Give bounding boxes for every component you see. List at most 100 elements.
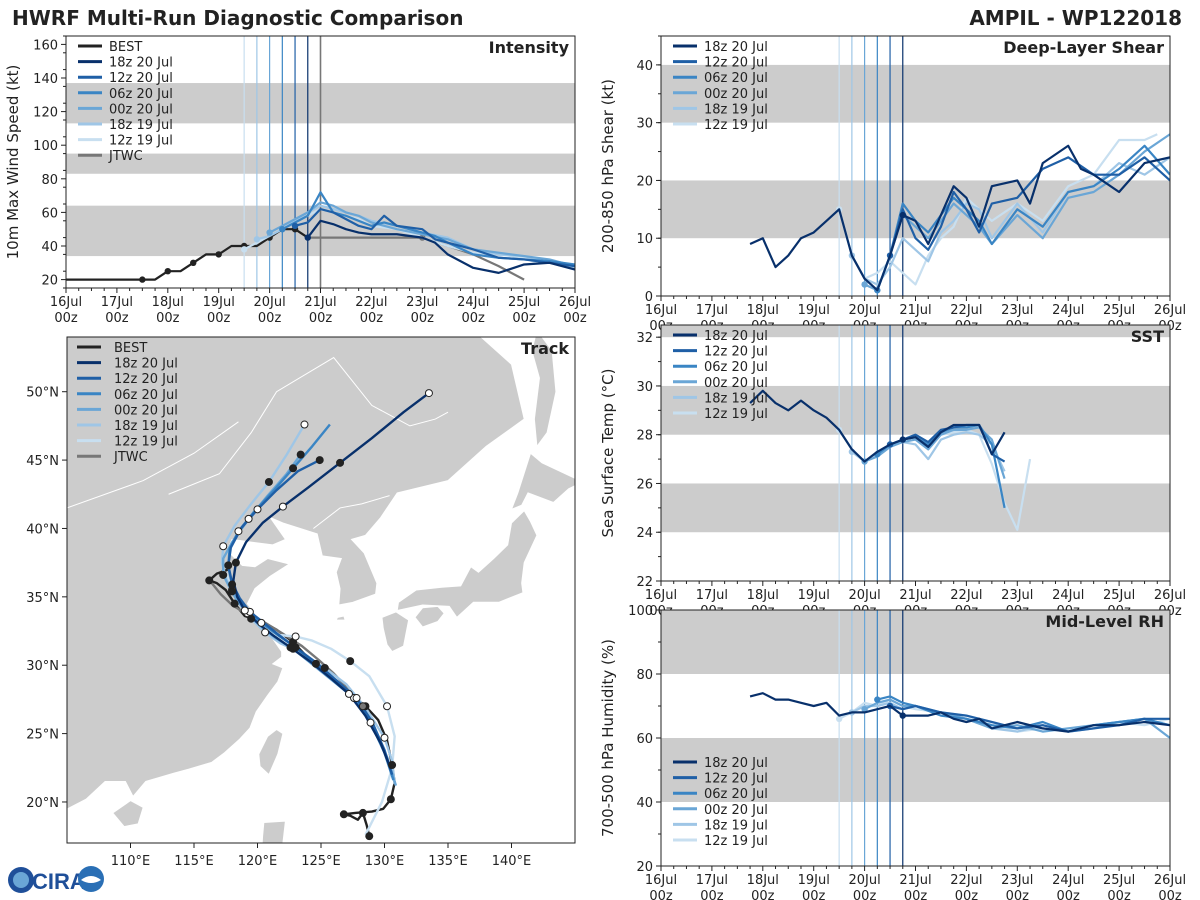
track-point bbox=[336, 458, 345, 467]
track-point bbox=[240, 606, 249, 615]
country-border bbox=[168, 356, 449, 495]
x-tick-label-day: 25Jul bbox=[1103, 588, 1135, 603]
land-kyushu bbox=[381, 611, 410, 653]
series-point bbox=[253, 236, 261, 243]
series-group bbox=[749, 389, 1032, 531]
y-tick-label: 30°N bbox=[26, 659, 59, 674]
legend-label: 00z 20 Jul bbox=[704, 376, 768, 391]
x-tick-label-day: 22Jul bbox=[950, 873, 982, 888]
storm-id: AMPIL - WP122018 bbox=[969, 6, 1182, 30]
y-tick-label: 10 bbox=[636, 232, 653, 247]
legend-label: 18z 19 Jul bbox=[704, 391, 768, 406]
series-line-18z-20-Jul bbox=[749, 389, 1006, 463]
x-tick-label-day: 22Jul bbox=[950, 588, 982, 603]
legend-label: 12z 19 Jul bbox=[704, 834, 768, 849]
track-point bbox=[424, 389, 433, 398]
x-tick-label: 140°E bbox=[492, 854, 532, 869]
x-tick-label-day: 22Jul bbox=[950, 303, 982, 318]
track-lines bbox=[205, 389, 433, 841]
x-tick-label-day: 17Jul bbox=[696, 873, 728, 888]
x-tick-label-day: 25Jul bbox=[508, 295, 540, 310]
y-tick-label: 80 bbox=[636, 668, 653, 683]
land-group bbox=[67, 337, 575, 843]
x-tick-label: 115°E bbox=[174, 854, 214, 869]
land-luzon bbox=[261, 820, 287, 843]
series-point bbox=[164, 268, 171, 275]
x-tick-label-day: 18Jul bbox=[152, 295, 184, 310]
series-line-12z-20-Jul bbox=[888, 156, 1170, 256]
series-point bbox=[861, 281, 868, 288]
track-point bbox=[386, 795, 395, 804]
x-tick-label-day: 26Jul bbox=[1154, 303, 1186, 318]
track-point bbox=[311, 659, 320, 668]
x-tick-label-day: 22Jul bbox=[355, 295, 387, 310]
track-point bbox=[219, 570, 228, 579]
x-tick-label: 130°E bbox=[365, 854, 405, 869]
x-tick-label-hour: 00z bbox=[207, 311, 231, 326]
legend-label: 06z 20 Jul bbox=[114, 388, 178, 403]
track-point bbox=[358, 808, 367, 817]
x-tick-label-hour: 00z bbox=[1006, 889, 1030, 900]
y-tick-label: 140 bbox=[33, 72, 58, 87]
x-tick-label-day: 17Jul bbox=[101, 295, 133, 310]
y-axis-label: Sea Surface Temp (°C) bbox=[599, 368, 617, 537]
cira-logo: CIRA bbox=[6, 862, 106, 896]
x-tick-label: 125°E bbox=[301, 854, 341, 869]
x-tick-label-hour: 00z bbox=[1057, 889, 1081, 900]
y-tick-label: 26 bbox=[636, 477, 653, 492]
track-point bbox=[300, 420, 309, 429]
x-tick-label-day: 16Jul bbox=[645, 873, 677, 888]
track-point bbox=[366, 718, 375, 727]
x-tick-label-hour: 00z bbox=[258, 311, 282, 326]
threshold-band bbox=[661, 325, 1170, 338]
x-tick-label-hour: 00z bbox=[462, 311, 486, 326]
series-point bbox=[215, 251, 222, 258]
threshold-band bbox=[661, 483, 1170, 533]
x-tick-label-day: 20Jul bbox=[848, 588, 880, 603]
track-point bbox=[346, 657, 355, 666]
track-line-18z-20-Jul bbox=[232, 392, 430, 770]
legend-label: 12z 20 Jul bbox=[114, 372, 178, 387]
y-tick-label: 20 bbox=[636, 174, 653, 189]
x-tick-label-hour: 00z bbox=[853, 889, 877, 900]
x-tick-label-day: 21Jul bbox=[899, 588, 931, 603]
track-point bbox=[253, 505, 262, 514]
y-tick-label: 24 bbox=[636, 526, 653, 541]
series-point bbox=[874, 696, 881, 703]
y-tick-label: 100 bbox=[33, 139, 58, 154]
land-hainan bbox=[111, 800, 144, 828]
series-point bbox=[279, 226, 286, 233]
legend-label: 00z 20 Jul bbox=[114, 403, 178, 418]
y-tick-label: 30 bbox=[636, 117, 653, 132]
x-tick-label-day: 23Jul bbox=[406, 295, 438, 310]
y-tick-label: 40 bbox=[41, 240, 58, 255]
x-tick-label-day: 18Jul bbox=[747, 873, 779, 888]
track-point bbox=[339, 810, 348, 819]
x-tick-label-hour: 00z bbox=[904, 889, 928, 900]
x-tick-label-hour: 00z bbox=[563, 311, 587, 326]
track-point bbox=[257, 618, 266, 627]
track-point bbox=[380, 733, 389, 742]
series-point bbox=[139, 276, 146, 283]
legend-label: 18z 20 Jul bbox=[114, 357, 178, 372]
x-tick-label-day: 19Jul bbox=[798, 588, 830, 603]
x-tick-label-day: 24Jul bbox=[457, 295, 489, 310]
track-point bbox=[388, 761, 397, 770]
track-point bbox=[358, 702, 367, 711]
series-line-12z-20-Jul bbox=[889, 704, 1170, 733]
x-tick-label-day: 19Jul bbox=[203, 295, 235, 310]
legend-label: 18z 19 Jul bbox=[114, 419, 178, 434]
y-tick-label: 35°N bbox=[26, 591, 59, 606]
panel-title: SST bbox=[1131, 327, 1164, 346]
y-tick-label: 40°N bbox=[26, 522, 59, 537]
series-group bbox=[66, 191, 575, 283]
track-point bbox=[296, 450, 305, 459]
legend-label: 12z 19 Jul bbox=[109, 134, 173, 149]
track-point bbox=[244, 514, 253, 523]
legend-label: 00z 20 Jul bbox=[109, 102, 173, 117]
legend-label: 18z 19 Jul bbox=[704, 818, 768, 833]
x-tick-label-day: 16Jul bbox=[50, 295, 82, 310]
x-tick-label-day: 20Jul bbox=[848, 873, 880, 888]
legend-label: JTWC bbox=[108, 149, 143, 164]
